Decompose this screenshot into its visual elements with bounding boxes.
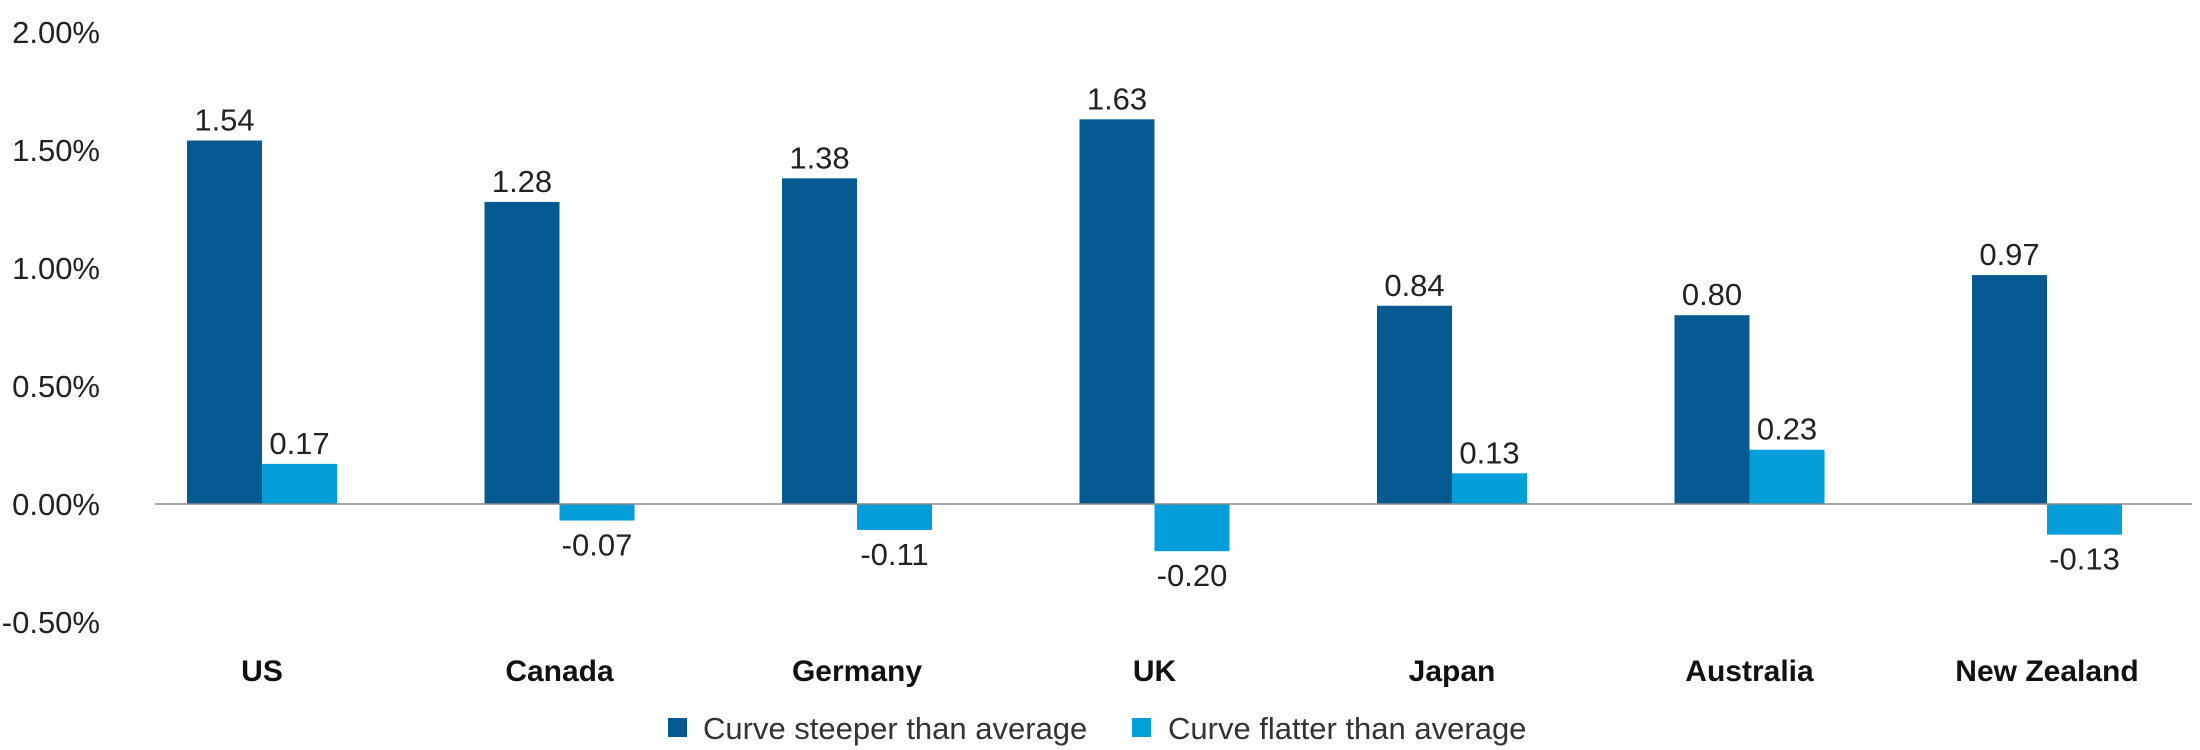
data-label: 0.97 [1979, 237, 2039, 272]
bars [187, 119, 2122, 552]
data-label: 0.84 [1384, 268, 1444, 303]
data-label: 0.23 [1757, 412, 1817, 447]
data-label: 0.80 [1682, 277, 1742, 312]
x-tick-label: Japan [1409, 655, 1496, 688]
legend-label: Curve steeper than average [703, 711, 1087, 746]
bar-steeper-us [187, 140, 262, 504]
bar-steeper-canada [484, 201, 560, 505]
y-axis: 2.00% 1.50% 1.00% 0.50% 0.00% -0.50% [2, 15, 100, 640]
bar-flatter-japan [1452, 473, 1527, 504]
data-labels: 1.54 0.17 1.28 -0.07 1.38 -0.11 1.63 -0.20 0.84 0… [194, 81, 2120, 593]
data-label: -0.07 [562, 528, 633, 563]
bar-steeper-germany [782, 178, 857, 504]
x-tick-label: New Zealand [1955, 655, 2138, 688]
data-label: -0.20 [1157, 558, 1228, 593]
bar-steeper-japan [1377, 305, 1452, 504]
data-label: 1.38 [789, 140, 849, 175]
data-label: 1.63 [1087, 81, 1147, 116]
y-tick-label: 1.00% [12, 251, 100, 286]
bar-flatter-uk [1154, 504, 1230, 552]
legend-label: Curve flatter than average [1168, 711, 1526, 746]
bar-steeper-uk [1079, 119, 1155, 504]
bar-flatter-canada [559, 504, 635, 521]
bar-flatter-us [262, 463, 337, 504]
x-tick-label: US [241, 655, 283, 688]
bar-flatter-australia [1749, 449, 1825, 504]
legend-swatch [1132, 718, 1151, 737]
y-tick-label: 2.00% [12, 15, 100, 50]
data-label: 1.28 [492, 164, 552, 199]
bar-flatter-germany [857, 504, 932, 530]
data-label: 0.17 [269, 426, 329, 461]
x-tick-label: Germany [792, 655, 922, 688]
bar-steeper-new-zealand [1972, 275, 2047, 504]
x-tick-label: Australia [1685, 655, 1814, 688]
x-tick-label: UK [1133, 655, 1177, 688]
legend-swatch [668, 718, 687, 737]
y-tick-label: -0.50% [2, 605, 100, 640]
bar-steeper-australia [1674, 315, 1750, 504]
data-label: 0.13 [1459, 435, 1519, 470]
legend: Curve steeper than average Curve flatter … [668, 711, 1526, 746]
y-tick-label: 1.50% [12, 133, 100, 168]
bar-flatter-new-zealand [2047, 504, 2122, 535]
y-tick-label: 0.50% [12, 369, 100, 404]
y-tick-label: 0.00% [12, 487, 100, 522]
data-label: -0.13 [2049, 542, 2120, 577]
data-label: -0.11 [860, 537, 928, 572]
x-tick-label: Canada [505, 655, 614, 688]
data-label: 1.54 [194, 103, 254, 138]
x-axis: US Canada Germany UK Japan Australia New Zeala… [241, 655, 2139, 688]
